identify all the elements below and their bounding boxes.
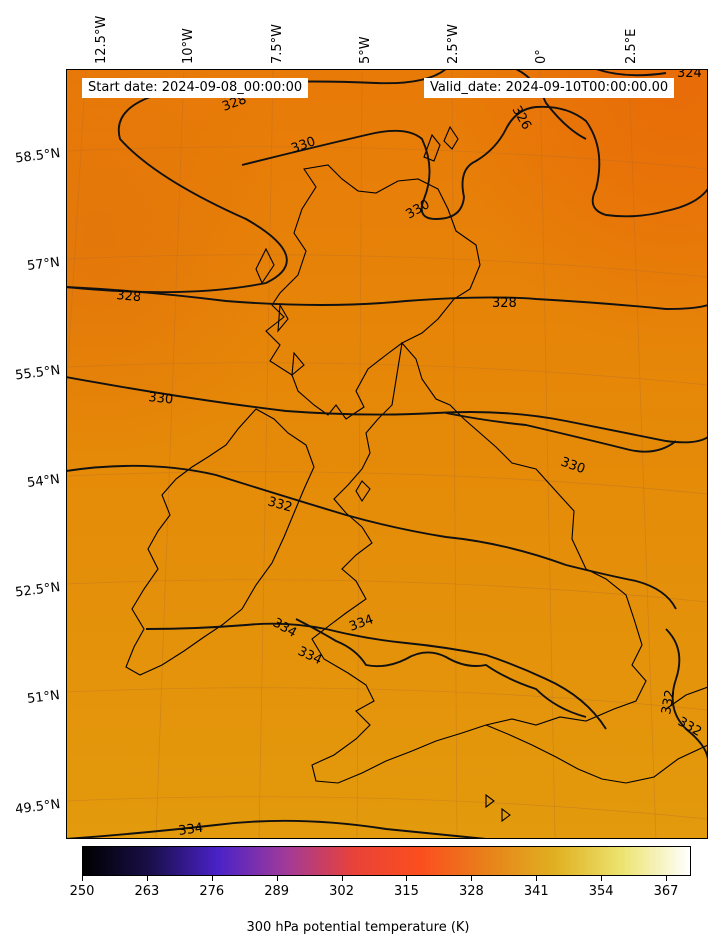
contour-332-mid [65, 464, 677, 610]
colorbar-tick-label: 302 [329, 884, 354, 899]
graticule [65, 68, 709, 840]
colorbar-tick-mark [276, 876, 278, 881]
contour-label: 328 [116, 288, 142, 305]
lon-label-12-5w: 12.5°W [94, 15, 109, 64]
coast-england-wales [311, 341, 647, 784]
colorbar-tick-mark [536, 876, 538, 881]
contour-330-n [241, 105, 709, 220]
colorbar-tick-label: 354 [588, 884, 614, 899]
colorbar-tick-label: 289 [264, 884, 290, 899]
start-date-box: Start date: 2024-09-08_00:00:00 [82, 78, 309, 98]
coast-france [485, 724, 709, 784]
colorbar-tick-label: 315 [394, 884, 419, 899]
contour-324-ne [595, 68, 667, 77]
valid-date-box: Valid_date: 2024-09-10T00:00:00.00 [424, 78, 675, 98]
colorbar-tick-label: 250 [69, 884, 95, 899]
colorbar-gradient [82, 846, 691, 876]
contour-334-bottom [65, 819, 487, 840]
map-svg: 328 330 330 328 326 328 330 330 332 334 … [65, 66, 709, 840]
lat-label-55-5n: 55.5°N [14, 363, 61, 384]
colorbar-tick-mark [211, 876, 213, 881]
coast-channel-isles [485, 793, 511, 823]
lon-label-0: 0° [534, 49, 549, 64]
contour-326-ne [515, 68, 587, 140]
lon-label-10w: 10°W [181, 28, 196, 64]
lat-label-58-5n: 58.5°N [14, 146, 61, 167]
colorbar-tick-label: 341 [523, 884, 549, 899]
lon-label-2-5w: 2.5°W [446, 23, 461, 64]
valid-date-text: Valid_date: 2024-09-10T00:00:00.00 [430, 80, 669, 95]
contour-label: 324 [677, 69, 702, 81]
field-shading-nw [66, 69, 708, 839]
lat-label-54n: 54°N [26, 472, 61, 491]
contour-332-se [665, 628, 709, 760]
contour-330-e [445, 412, 677, 453]
contour-328-nw [65, 68, 447, 294]
coast-scotland [265, 164, 481, 420]
lat-label-57n: 57°N [26, 255, 61, 274]
colorbar-tick-mark [406, 876, 408, 881]
colorbar-tick-mark [82, 876, 83, 881]
lon-label-7-5w: 7.5°W [270, 23, 285, 64]
colorbar-tick-mark [146, 876, 148, 881]
colorbar-tick-label: 263 [134, 884, 160, 899]
colorbar-tick-label: 328 [458, 884, 484, 899]
colorbar-tick-label: 276 [199, 884, 225, 899]
lat-label-51n: 51°N [26, 688, 61, 707]
contour-label: 330 [148, 390, 174, 408]
contour-lines [65, 68, 709, 840]
colorbar-label: 300 hPa potential temperature (K) [246, 920, 470, 935]
start-date-text: Start date: 2024-09-08_00:00:00 [88, 80, 303, 95]
contour-label: 328 [492, 296, 517, 311]
colorbar-tick-mark [341, 876, 343, 881]
contour-334-wiggle [295, 618, 587, 718]
contour-label: 332 [266, 494, 294, 515]
coast-ireland [125, 408, 315, 676]
contour-label: 332 [659, 689, 678, 716]
contour-328-mid [65, 286, 709, 310]
colorbar-tick-mark [471, 876, 473, 881]
contour-label: 334 [177, 821, 204, 839]
colorbar-tick-mark [601, 876, 603, 881]
lat-label-52-5n: 52.5°N [14, 580, 61, 601]
coast-isle-of-man [355, 480, 371, 503]
lon-label-5w: 5°W [358, 36, 373, 64]
contour-334-south [145, 622, 607, 730]
map-frame [66, 69, 708, 839]
colorbar-tick-label: 367 [653, 884, 679, 899]
coastlines [125, 125, 709, 823]
map-panel: 328 330 330 328 326 328 330 330 332 334 … [65, 66, 709, 840]
lon-label-2-5e: 2.5°E [624, 28, 639, 64]
colorbar-tick-mark [666, 876, 668, 881]
lat-label-49-5n: 49.5°N [14, 797, 61, 818]
contour-330-mid [65, 376, 709, 444]
